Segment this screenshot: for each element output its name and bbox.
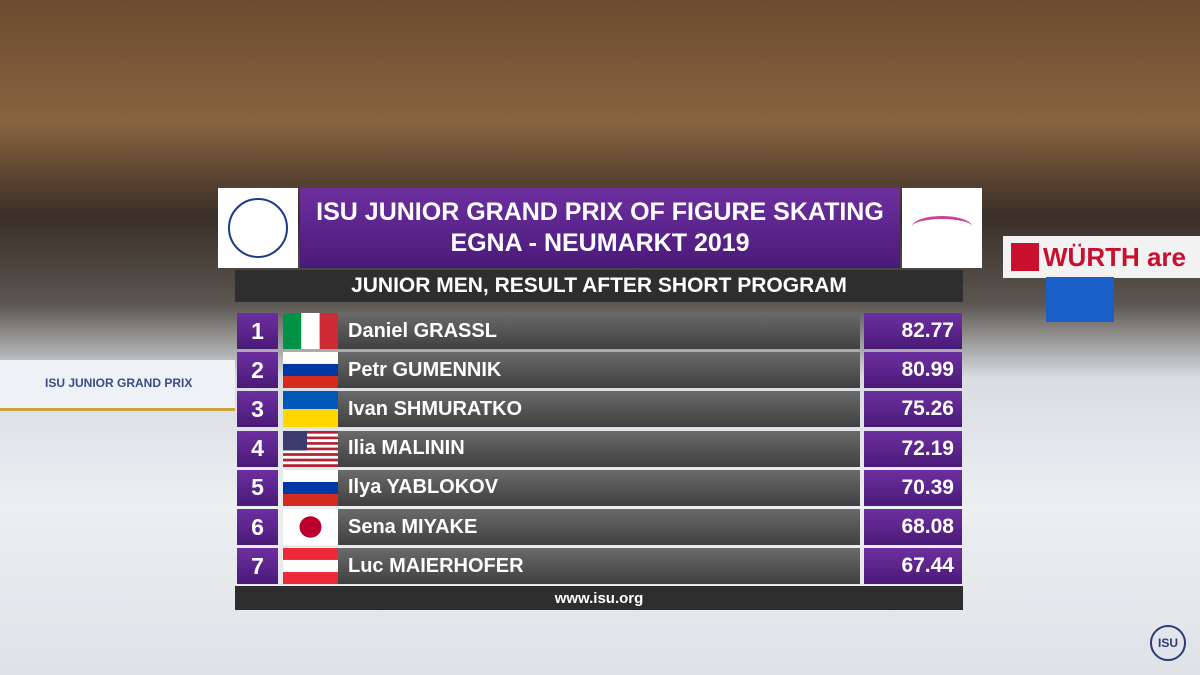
athlete-name: Luc MAIERHOFER — [338, 548, 860, 585]
rank: 7 — [237, 548, 278, 585]
score: 70.39 — [864, 469, 962, 506]
score: 67.44 — [864, 548, 962, 585]
rank: 2 — [237, 352, 278, 389]
rank: 5 — [237, 469, 278, 506]
flag-image — [283, 430, 338, 467]
rank: 6 — [237, 509, 278, 545]
flag-image — [283, 391, 338, 428]
rank: 3 — [237, 391, 278, 428]
flag — [283, 352, 338, 389]
score: 80.99 — [864, 352, 962, 389]
right-logo — [902, 188, 982, 268]
athlete-name: Sena MIYAKE — [338, 509, 860, 545]
corner-logo: ISU — [1150, 625, 1186, 661]
athlete-name: Ilia MALININ — [338, 430, 860, 467]
flag — [283, 548, 338, 585]
left-logo — [218, 188, 298, 268]
sponsor-logo — [1011, 243, 1039, 271]
title-line: ISU JUNIOR GRAND PRIX OF FIGURE SKATING — [316, 198, 884, 226]
title-box: ISU JUNIOR GRAND PRIX OF FIGURE SKATING … — [300, 188, 900, 268]
score: 75.26 — [864, 391, 962, 428]
rank: 1 — [237, 313, 278, 349]
flag-image — [283, 352, 338, 389]
rink-banner: ISU JUNIOR GRAND PRIX — [45, 376, 193, 390]
logo-arc — [912, 216, 972, 237]
flag-image — [283, 509, 338, 545]
flag-image — [283, 469, 338, 506]
flag-image — [283, 313, 338, 349]
flag — [283, 469, 338, 506]
subtitle-bar: JUNIOR MEN, RESULT AFTER SHORT PROGRAM — [235, 270, 963, 302]
score: 72.19 — [864, 430, 962, 467]
logo-ring — [228, 198, 288, 258]
flag-image — [283, 548, 338, 585]
footer: www.isu.org — [235, 586, 963, 610]
sponsor-text: WÜRTH are — [1043, 242, 1187, 272]
flag — [283, 391, 338, 428]
title-line: EGNA - NEUMARKT 2019 — [450, 229, 750, 257]
athlete-name: Ilya YABLOKOV — [338, 469, 860, 506]
rank: 4 — [237, 430, 278, 467]
rink-board: ISU JUNIOR GRAND PRIX — [0, 360, 235, 411]
flag — [283, 509, 338, 545]
flag — [283, 313, 338, 349]
scoreboard-screen — [1046, 277, 1114, 322]
score: 68.08 — [864, 509, 962, 545]
sponsor-board: WÜRTH are — [1003, 236, 1200, 278]
flag — [283, 430, 338, 467]
athlete-name: Petr GUMENNIK — [338, 352, 860, 389]
athlete-name: Ivan SHMURATKO — [338, 391, 860, 428]
athlete-name: Daniel GRASSL — [338, 313, 860, 349]
score: 82.77 — [864, 313, 962, 349]
